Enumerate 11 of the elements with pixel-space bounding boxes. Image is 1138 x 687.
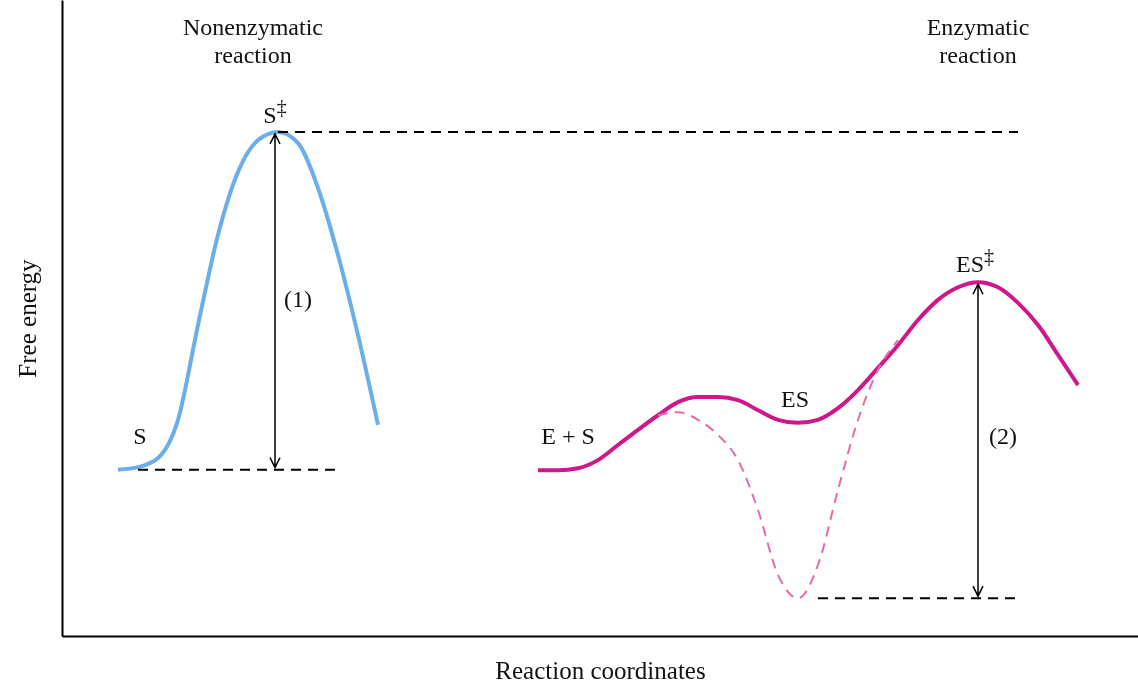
annotation: ES	[780, 386, 810, 414]
text: S$^{‡}$	[263, 96, 287, 130]
annotation: S	[133, 423, 147, 451]
text: Nonenzymatic reaction	[182, 14, 324, 70]
annotation: (1)	[284, 286, 312, 314]
annotation: E + S	[541, 423, 595, 451]
text: Enzymatic reaction	[925, 14, 1031, 70]
y-axis-title: Free energy	[13, 258, 41, 378]
x-axis-title: Reaction coordinates	[495, 656, 706, 684]
annotation: ES$^{‡}$	[955, 245, 995, 279]
annotation: (2)	[989, 423, 1017, 451]
